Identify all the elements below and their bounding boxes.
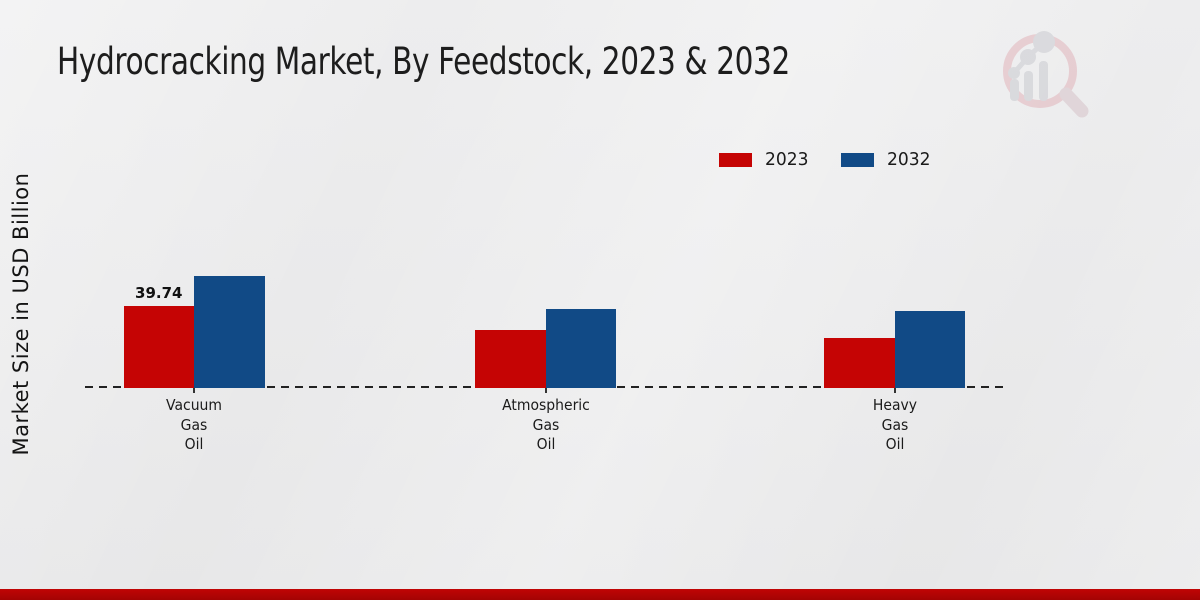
- legend: 2023 2032: [719, 149, 933, 170]
- bar-2032-vacuum-gas-oil: [194, 276, 265, 388]
- x-axis-tick: [193, 388, 195, 393]
- chart-title: Hydrocracking Market, By Feedstock, 2023…: [57, 40, 790, 83]
- legend-swatch-2023: [719, 152, 752, 167]
- plot-area: Vacuum Gas Oil Atmospheric Gas Oil Heavy G…: [85, 0, 1007, 600]
- legend-label-2032: 2032: [886, 149, 931, 170]
- category-label-atmospheric-gas-oil: Atmospheric Gas Oil: [501, 396, 590, 453]
- x-axis-tick: [893, 388, 896, 393]
- x-axis-tick: [544, 388, 547, 393]
- legend-label-2023: 2023: [765, 149, 809, 170]
- category-label-heavy-gas-oil: Heavy Gas Oil: [872, 396, 917, 453]
- magnifier-bar-chart-logo-icon: [1003, 31, 1089, 118]
- bar-2023-atmospheric-gas-oil: [475, 330, 546, 388]
- bar-value-label: 39.74: [135, 284, 183, 303]
- legend-item-2023: 2023: [719, 149, 811, 170]
- category-label-vacuum-gas-oil: Vacuum Gas Oil: [166, 396, 222, 453]
- bar-2032-atmospheric-gas-oil: [545, 308, 616, 388]
- footer-accent-bar: [0, 589, 1200, 600]
- legend-swatch-2032: [840, 152, 874, 167]
- legend-item-2032: 2032: [840, 149, 933, 170]
- bar-2023-heavy-gas-oil: [824, 337, 895, 388]
- bar-2032-heavy-gas-oil: [894, 311, 965, 388]
- bar-2023-vacuum-gas-oil: [123, 306, 194, 388]
- y-axis-label: Market Size in USD Billion: [9, 172, 33, 456]
